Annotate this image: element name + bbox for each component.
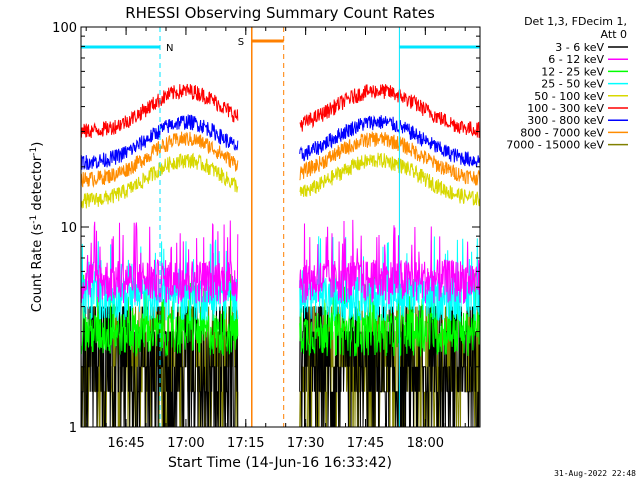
footer-timestamp: 31-Aug-2022 22:48 [554, 469, 636, 478]
x-tick-label: 17:00 [167, 436, 204, 451]
chart-title: RHESSI Observing Summary Count Rates [125, 4, 435, 22]
legend-title-line-1: Det 1,3, FDecim 1, [524, 15, 627, 28]
series-100-300kev [80, 83, 481, 139]
x-tick-label: 17:15 [227, 436, 264, 451]
legend-entry-label: 12 - 25 keV [541, 65, 604, 78]
legend-title-line-2: Att 0 [601, 28, 627, 41]
x-tick-label: 17:45 [347, 436, 384, 451]
series-trace [299, 131, 481, 186]
night-marker-label: N [166, 43, 173, 54]
x-axis-label: Start Time (14-Jun-16 16:33:42) [168, 455, 392, 471]
saa-marker-label: S [238, 37, 244, 48]
x-tick-label: 16:45 [107, 436, 144, 451]
series-trace [80, 306, 239, 428]
y-tick-label: 10 [60, 221, 77, 236]
legend-entry-label: 25 - 50 keV [541, 78, 604, 91]
y-axis-label: Count Rate (s-1 detector-1) [29, 142, 45, 313]
series-trace [299, 84, 481, 138]
x-tick-label: 18:00 [407, 436, 444, 451]
series-800-7000kev [80, 131, 481, 188]
series-50-100kev [80, 152, 481, 209]
series-trace [80, 131, 239, 188]
y-tick-label: 1 [69, 421, 77, 436]
x-tick-label: 17:30 [287, 436, 324, 451]
marker-layer: NS [81, 27, 481, 427]
series-trace [299, 219, 481, 305]
series-layer [80, 83, 481, 428]
legend-entry-label: 50 - 100 keV [534, 90, 604, 103]
legend-entry-label: 7000 - 15000 keV [506, 139, 604, 152]
series-trace [80, 152, 239, 209]
series-trace [299, 114, 481, 167]
series-300-800kev [80, 114, 481, 170]
series-trace [299, 152, 481, 207]
series-trace [80, 114, 239, 170]
series-trace [80, 83, 239, 139]
tick-layer: 1 10 100 16:45 17:00 17:15 17:30 17:45 18:00 [52, 21, 480, 451]
legend-entry-label: 800 - 7000 keV [520, 126, 604, 139]
legend-entry-label: 6 - 12 keV [548, 53, 604, 66]
series-trace [80, 271, 239, 357]
legend-entry-label: 3 - 6 keV [555, 41, 604, 54]
legend-entry-label: 300 - 800 keV [527, 114, 604, 127]
y-tick-label: 100 [52, 21, 77, 36]
series-trace [80, 220, 239, 304]
legend-entry-label: 100 - 300 keV [527, 102, 604, 115]
series-6-12kev [80, 219, 481, 305]
